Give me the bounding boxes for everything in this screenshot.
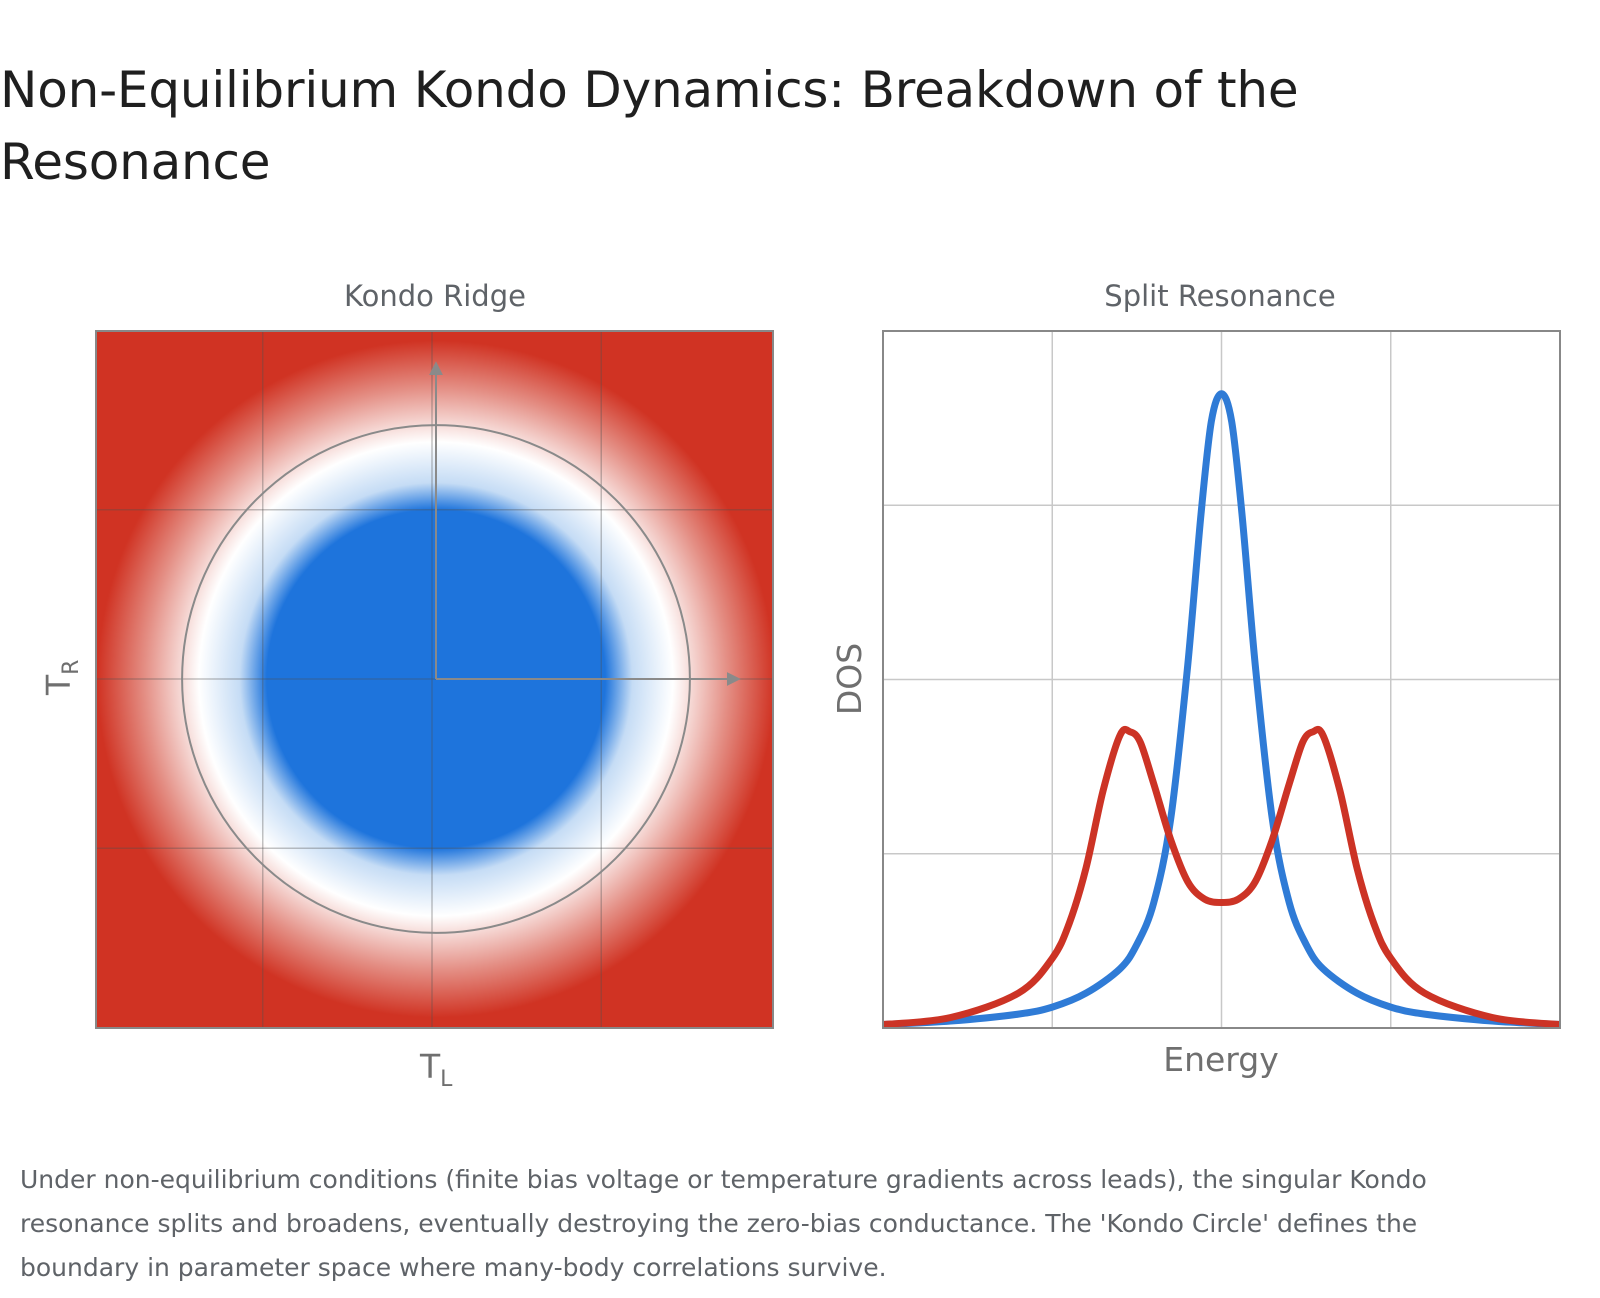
split-resonance-title: Split Resonance: [1104, 279, 1335, 313]
y-axis-label-dos: DOS: [830, 643, 869, 715]
figure-svg: Kondo Ridge TL TR Split Resonance Energy…: [39, 279, 1561, 1092]
split-kondo-peak-curve: [883, 725, 1560, 1028]
tl-subscript: L: [440, 1067, 453, 1092]
figure: Kondo Ridge TL TR Split Resonance Energy…: [0, 250, 1600, 1110]
split-resonance-panel: Split Resonance Energy DOS: [830, 279, 1561, 1079]
tr-symbol: T: [39, 674, 78, 696]
x-axis-label-tl: TL: [419, 1047, 453, 1092]
y-axis-label-tr: TR: [39, 660, 84, 696]
equilibrium-kondo-peak-curve: [883, 390, 1560, 1028]
tr-subscript: R: [59, 660, 84, 675]
heatmap-frame: [95, 330, 774, 1029]
x-axis-label-energy: Energy: [1163, 1040, 1279, 1079]
kondo-ridge-panel: Kondo Ridge TL TR: [39, 279, 774, 1092]
figure-caption: Under non-equilibrium conditions (finite…: [20, 1165, 1427, 1282]
kondo-ridge-title: Kondo Ridge: [344, 279, 526, 313]
plot-frame: [882, 330, 1561, 1029]
curves-group: [883, 390, 1560, 1028]
plot-grid: [883, 331, 1560, 1028]
tl-symbol: T: [419, 1047, 441, 1086]
page-title: Non-Equilibrium Kondo Dynamics: Breakdow…: [0, 61, 1299, 191]
